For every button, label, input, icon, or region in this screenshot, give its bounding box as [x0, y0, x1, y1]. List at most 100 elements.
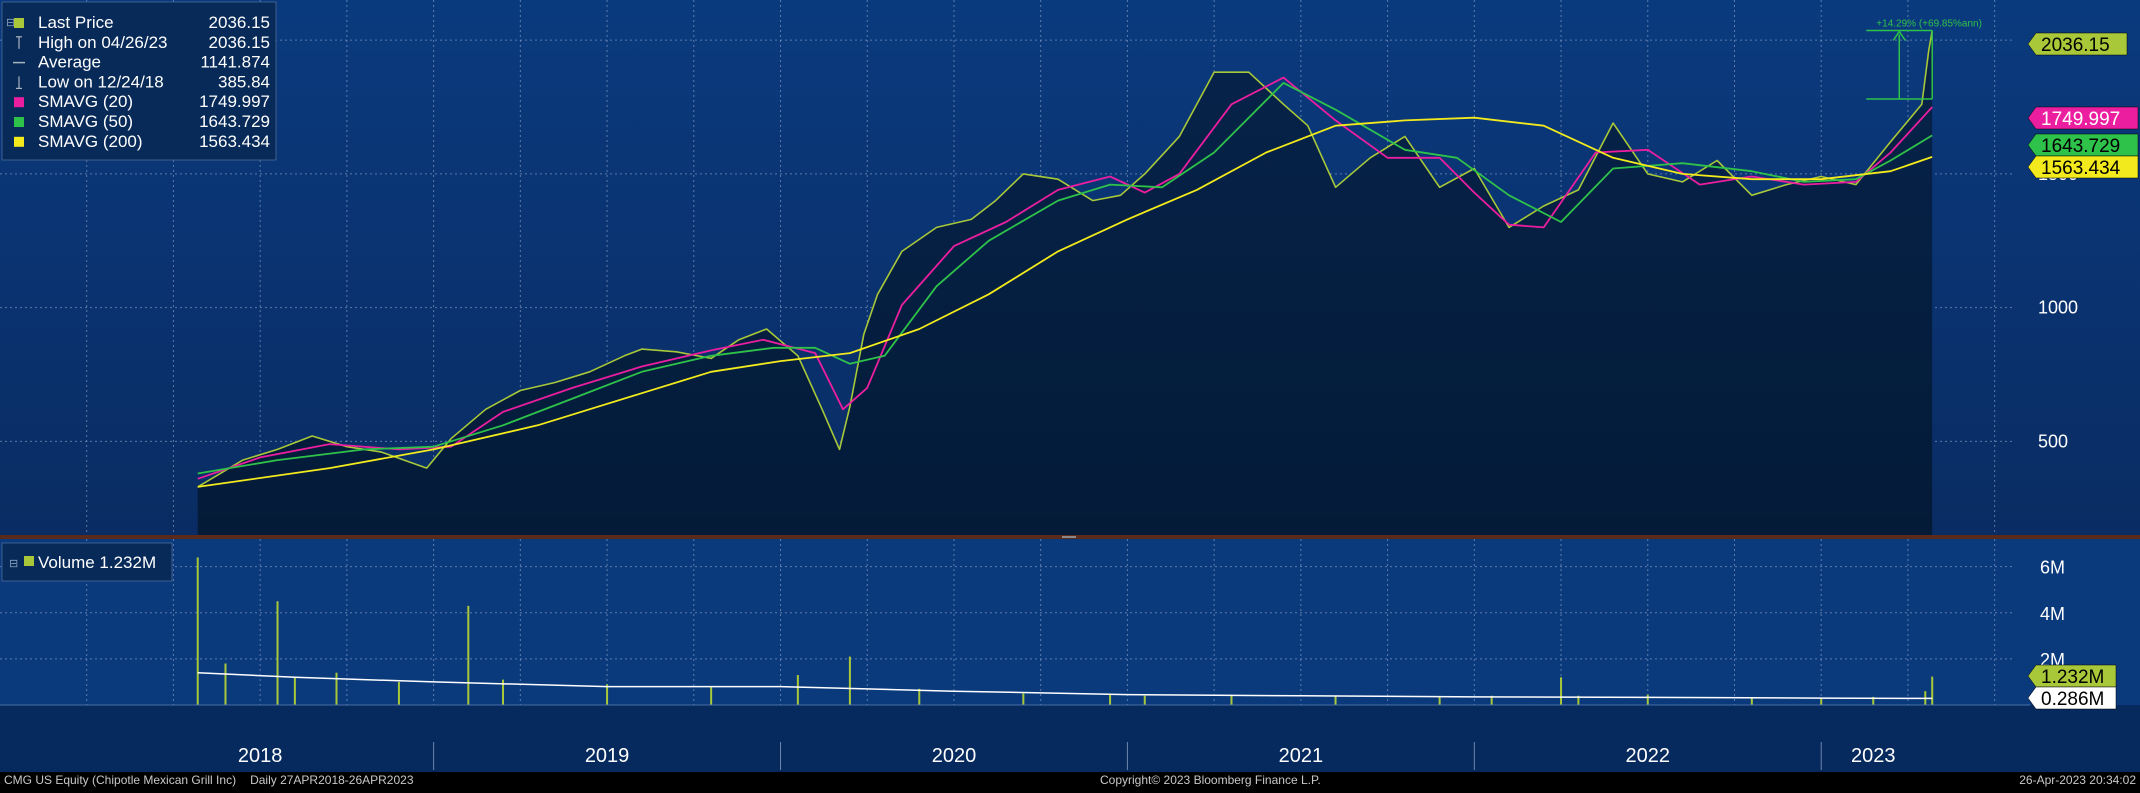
volume-bar: [606, 684, 609, 705]
volume-bar: [1931, 676, 1934, 705]
divider-handle[interactable]: [1062, 536, 1076, 538]
price-value-tag-shape: [2027, 155, 2139, 179]
volume-bar: [1022, 693, 1025, 705]
volume-bar: [1646, 694, 1649, 705]
volume-value-tag-shape: [2027, 686, 2117, 710]
date-x-tick-label: 2018: [238, 745, 283, 767]
annotation-layer: +14.29% (+69.85%ann): [1866, 18, 1982, 100]
volume-average-line: [197, 671, 1933, 700]
legend-label: Low on 12/24/18: [38, 72, 164, 91]
series-line-smavg-20: [197, 76, 1933, 480]
date-x-ticks: 2018 2019 2020 2021 2022 2023: [238, 742, 1896, 770]
volume-bar: [1438, 696, 1441, 705]
volume-y-tick-label: 6M: [2040, 558, 2065, 578]
volume-bar: [335, 672, 338, 705]
date-x-tick-label: 2020: [932, 745, 977, 767]
legend-label: SMAVG (200): [38, 132, 143, 151]
volume-bar: [467, 605, 470, 705]
legend-value: 1141.874: [200, 53, 270, 72]
volume-bar: [293, 677, 296, 705]
legend-value: 1749.997: [199, 92, 270, 111]
volume-bar: [1109, 693, 1112, 705]
legend-marker: [14, 136, 24, 147]
legend-label: SMAVG (20): [38, 92, 133, 111]
legend-value: 385.84: [218, 72, 270, 91]
legend-value: 2036.15: [209, 13, 270, 32]
date-x-tick-label: 2021: [1279, 745, 1324, 767]
volume-layer: [196, 557, 1934, 705]
volume-bar: [502, 679, 504, 705]
volume-legend[interactable]: ⊟ Volume 1.232M: [1, 542, 173, 582]
price-y-tick-label: 500: [2038, 431, 2068, 451]
legend-value: 1643.729: [199, 112, 270, 131]
series-line-last-price: [197, 30, 1933, 488]
volume-value-tag-shape: [2027, 664, 2117, 688]
volume-bar: [918, 688, 921, 705]
volume-bar: [1230, 694, 1233, 705]
volume-legend-rows: Volume 1.232M: [24, 553, 156, 572]
volume-bar: [1334, 695, 1337, 705]
footer-security-text: CMG US Equity (Chipotle Mexican Grill In…: [4, 773, 414, 787]
price-legend[interactable]: ⊟ Last Price 2036.15 High on 04/26/23 2036.…: [1, 1, 277, 161]
legend-value: 2036.15: [209, 33, 270, 52]
price-y-tick-label: 1000: [2038, 298, 2078, 318]
volume-bar: [1577, 695, 1580, 705]
date-x-tick-label: 2022: [1626, 745, 1671, 767]
volume-bar: [848, 656, 851, 705]
price-area-fill: [197, 30, 1933, 535]
price-value-tag-label: 1643.729: [2041, 136, 2120, 157]
price-value-tag-label: 1749.997: [2041, 109, 2120, 130]
series-layer: [197, 30, 1933, 488]
legend-value: 1563.434: [199, 132, 270, 151]
volume-panel-bg: [0, 539, 2140, 705]
volume-legend-marker: [24, 556, 34, 566]
legend-marker: [14, 117, 24, 127]
volume-value-tag-label: 0.286M: [2041, 689, 2104, 710]
footer-timestamp: 26-Apr-2023 20:34:02: [2019, 773, 2136, 787]
series-line-smavg-50: [197, 82, 1933, 475]
volume-bar: [397, 681, 400, 705]
volume-value-tag-label: 1.232M: [2041, 667, 2104, 688]
footer-copyright: Copyright© 2023 Bloomberg Finance L.P.: [1100, 773, 1321, 787]
price-value-tag-shape: [2027, 32, 2128, 56]
volume-bar: [276, 601, 279, 705]
volume-bar: [224, 663, 227, 705]
volume-bar: [1490, 695, 1493, 705]
price-legend-box: [1, 1, 277, 161]
price-value-tag-shape: [2027, 106, 2139, 130]
footer-bar: [0, 772, 2140, 788]
volume-bar: [1820, 698, 1823, 705]
annotation-arrow-head: [1892, 30, 1906, 41]
date-axis-bg: [0, 705, 2140, 772]
legend-label: Last Price: [38, 13, 114, 32]
legend-collapse-toggle[interactable]: ⊟: [6, 17, 15, 29]
annotation-label: +14.29% (+69.85%ann): [1876, 18, 1982, 29]
volume-bar: [796, 675, 799, 705]
volume-grid: [0, 539, 2012, 705]
volume-bar: [1872, 696, 1875, 705]
date-x-tick-label: 2023: [1851, 745, 1896, 767]
date-x-tick-label: 2019: [585, 745, 630, 767]
volume-bar: [1750, 698, 1753, 705]
price-value-tag-label: 1563.434: [2041, 158, 2121, 179]
price-value-tag-shape: [2027, 133, 2139, 157]
volume-bar: [710, 686, 713, 705]
footer-instrument: CMG US Equity (Chipotle Mexican Grill In…: [4, 773, 236, 787]
price-legend-rows: Last Price 2036.15 High on 04/26/23 2036.15…: [13, 13, 270, 151]
legend-marker: [14, 97, 24, 108]
volume-bar: [1560, 677, 1563, 705]
volume-bar: [196, 557, 199, 705]
volume-legend-collapse-toggle[interactable]: ⊟: [9, 558, 18, 570]
series-line-smavg-200: [197, 116, 1933, 488]
price-value-tag-label: 2036.15: [2041, 35, 2110, 56]
volume-y-tick-label: 4M: [2040, 604, 2065, 624]
footer-period: Daily 27APR2018-26APR2023: [250, 773, 414, 787]
volume-legend-label: Volume 1.232M: [38, 553, 156, 572]
legend-label: Average: [38, 53, 101, 72]
legend-marker: [14, 18, 24, 28]
